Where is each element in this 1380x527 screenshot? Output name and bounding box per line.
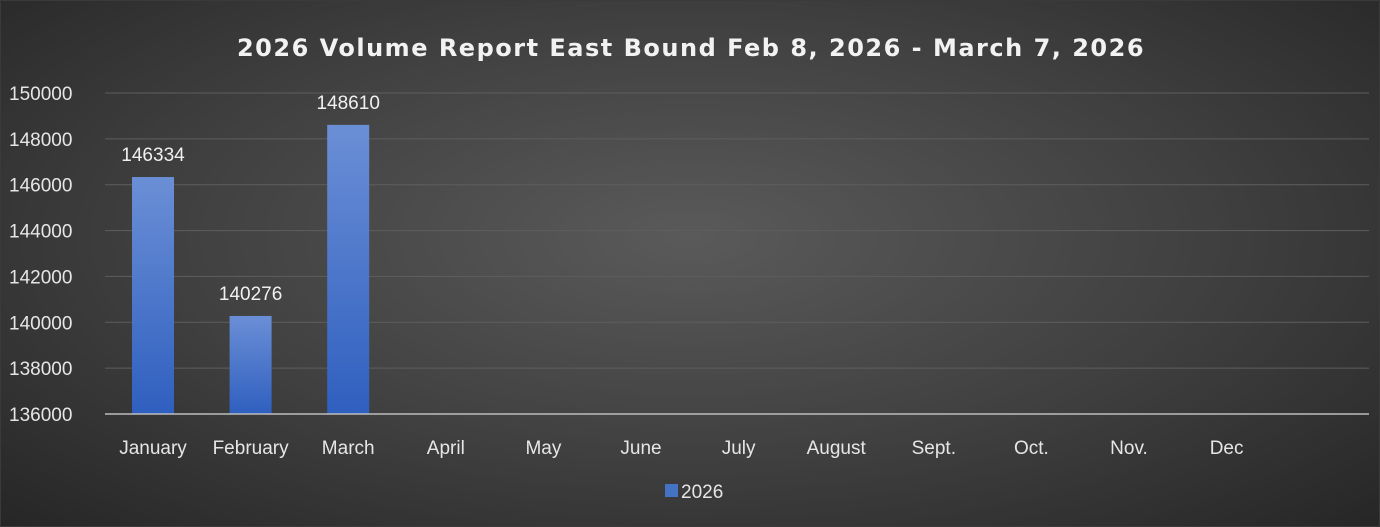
chart-title: 2026 Volume Report East Bound Feb 8, 202…	[237, 34, 1145, 62]
x-tick-label: July	[722, 438, 756, 459]
legend-swatch-2026	[665, 484, 678, 497]
data-label: 148610	[316, 93, 379, 114]
x-tick-label: Dec	[1210, 438, 1244, 459]
x-tick-label: August	[807, 438, 867, 459]
x-tick-label: Sept.	[912, 438, 956, 459]
x-tick-label: June	[620, 438, 661, 459]
data-labels: 146334 140276 148610	[121, 93, 380, 305]
x-tick-label: January	[119, 438, 187, 459]
gridlines	[105, 92, 1369, 369]
x-tick-label: February	[213, 438, 290, 459]
bars	[132, 124, 370, 414]
x-axis-categories: January February March April May June July Augu…	[119, 438, 1243, 459]
y-tick-label: 140000	[9, 313, 72, 334]
x-tick-label: Oct.	[1014, 438, 1049, 459]
bar-january	[132, 177, 174, 414]
x-tick-label: April	[427, 438, 465, 459]
y-axis-ticks: 136000 138000 140000 142000 144000 146000 1480…	[9, 84, 72, 426]
y-tick-label: 136000	[9, 405, 72, 426]
y-tick-label: 146000	[9, 176, 72, 197]
y-tick-label: 142000	[9, 267, 72, 288]
y-tick-label: 144000	[9, 222, 72, 243]
y-tick-label: 148000	[9, 130, 72, 151]
x-tick-label: May	[525, 438, 561, 459]
y-tick-label: 150000	[9, 84, 72, 105]
data-label: 146334	[121, 145, 185, 166]
bar-february	[229, 315, 272, 414]
bar-march	[327, 124, 370, 414]
x-tick-label: March	[322, 438, 375, 459]
x-tick-label: Nov.	[1110, 438, 1148, 459]
legend: 2026	[665, 482, 723, 503]
y-tick-label: 138000	[9, 359, 72, 380]
data-label: 140276	[219, 284, 282, 305]
legend-label-2026: 2026	[681, 482, 723, 503]
